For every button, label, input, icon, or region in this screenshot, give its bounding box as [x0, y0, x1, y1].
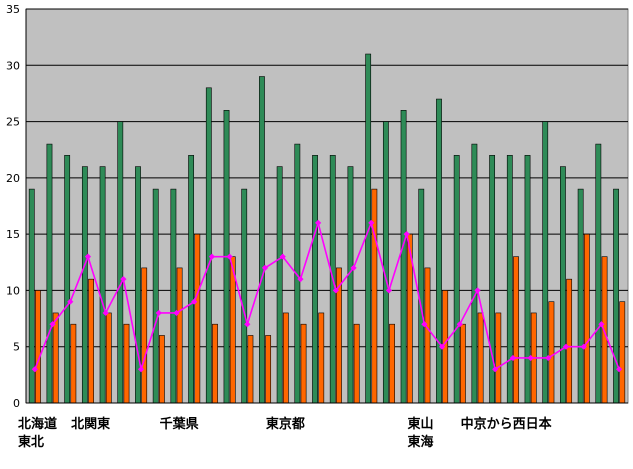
y-tick-label: 30	[6, 59, 20, 72]
bar-series-2	[88, 278, 94, 404]
bar-series-1	[46, 143, 53, 404]
line-point	[297, 276, 304, 283]
bar-series-1	[99, 166, 106, 404]
region-label: 東海	[408, 434, 434, 450]
region-label: 東山	[408, 416, 434, 432]
line-point	[226, 253, 233, 260]
y-tick-label: 15	[6, 228, 20, 241]
y-tick-label: 35	[6, 3, 20, 16]
bar-series-1	[241, 188, 248, 404]
line-point	[31, 366, 38, 373]
line-point	[492, 366, 499, 373]
plot-area	[25, 8, 629, 404]
bar-series-2	[583, 233, 590, 404]
line-point	[474, 287, 481, 294]
bar-series-2	[601, 256, 608, 404]
bar-series-1	[81, 166, 88, 404]
bar-series-2	[282, 312, 289, 404]
bar-series-1	[312, 155, 318, 404]
line-point	[244, 321, 251, 328]
region-label: 北海道	[18, 416, 57, 432]
bar-series-2	[247, 335, 254, 404]
y-tick-label: 10	[6, 284, 20, 297]
bar-series-1	[152, 188, 159, 404]
bar-series-2	[477, 312, 484, 404]
bar-series-2	[300, 323, 307, 404]
bar-series-2	[389, 323, 395, 404]
region-label: 中京から西日本	[461, 416, 552, 432]
bar-series-2	[35, 290, 41, 404]
bar-series-2	[318, 312, 325, 404]
bar-series-1	[436, 98, 442, 404]
bar-series-1	[276, 166, 283, 404]
line-point	[208, 253, 216, 260]
bar-series-1	[542, 121, 549, 404]
bar-series-2	[619, 301, 626, 404]
bar-series-2	[566, 278, 573, 404]
region-label: 東京都	[266, 416, 305, 432]
bar-series-2	[459, 323, 466, 404]
bar-series-2	[265, 335, 272, 404]
line-series-path	[34, 220, 620, 371]
y-tick-label: 25	[6, 116, 20, 129]
bar-series-1	[471, 143, 478, 404]
bar-series-2	[70, 323, 77, 404]
bar-series-1	[400, 110, 407, 404]
bar-series-1	[577, 188, 584, 404]
bar-series-1	[64, 155, 71, 404]
region-label: 千葉県	[160, 416, 199, 432]
bar-series-1	[382, 121, 389, 404]
y-tick-label: 20	[6, 172, 20, 185]
line-point	[456, 321, 463, 328]
bar-series-1	[117, 121, 124, 404]
line-point	[332, 287, 339, 294]
bar-series-1	[453, 155, 460, 404]
bars	[28, 53, 626, 404]
bar-series-2	[548, 301, 555, 404]
bar-series-1	[259, 76, 265, 404]
bar-series-2	[513, 256, 519, 404]
y-tick-label: 0	[13, 397, 20, 410]
line-point	[562, 343, 570, 350]
bar-series-2	[212, 323, 218, 404]
line-point	[84, 253, 92, 260]
bar-series-2	[141, 267, 148, 404]
bar-series-1	[365, 53, 372, 404]
bar-series-1	[188, 155, 195, 404]
line-point	[385, 287, 393, 294]
line-point	[580, 343, 587, 350]
bar-series-1	[170, 188, 177, 404]
region-label: 北関東	[71, 416, 110, 432]
bar-series-2	[194, 233, 201, 404]
line-point	[279, 253, 286, 260]
line-point	[421, 321, 428, 328]
line-point	[350, 264, 357, 272]
bar-series-1	[524, 155, 531, 404]
bar-series-1	[560, 166, 566, 404]
bar-series-2	[123, 323, 130, 404]
bar-series-2	[229, 256, 236, 404]
bar-series-1	[347, 166, 354, 404]
bar-series-2	[52, 312, 59, 404]
bar-series-1	[595, 143, 602, 404]
line-point	[261, 264, 269, 272]
bar-series-1	[506, 155, 513, 404]
line-point	[509, 354, 517, 362]
bar-series-2	[105, 312, 112, 404]
y-tick-labels: 0 5 10 15 20 25 30 35	[6, 3, 20, 410]
y-tick-label: 5	[13, 341, 20, 354]
bar-series-2	[353, 323, 360, 404]
bar-series-2	[176, 267, 183, 404]
bar-series-2	[495, 312, 502, 404]
bar-series-1	[205, 87, 212, 404]
line-point	[438, 343, 446, 350]
line-point	[191, 298, 198, 305]
bar-series-2	[424, 267, 431, 404]
region-label: 東北	[18, 434, 44, 450]
bar-series-2	[158, 335, 165, 404]
